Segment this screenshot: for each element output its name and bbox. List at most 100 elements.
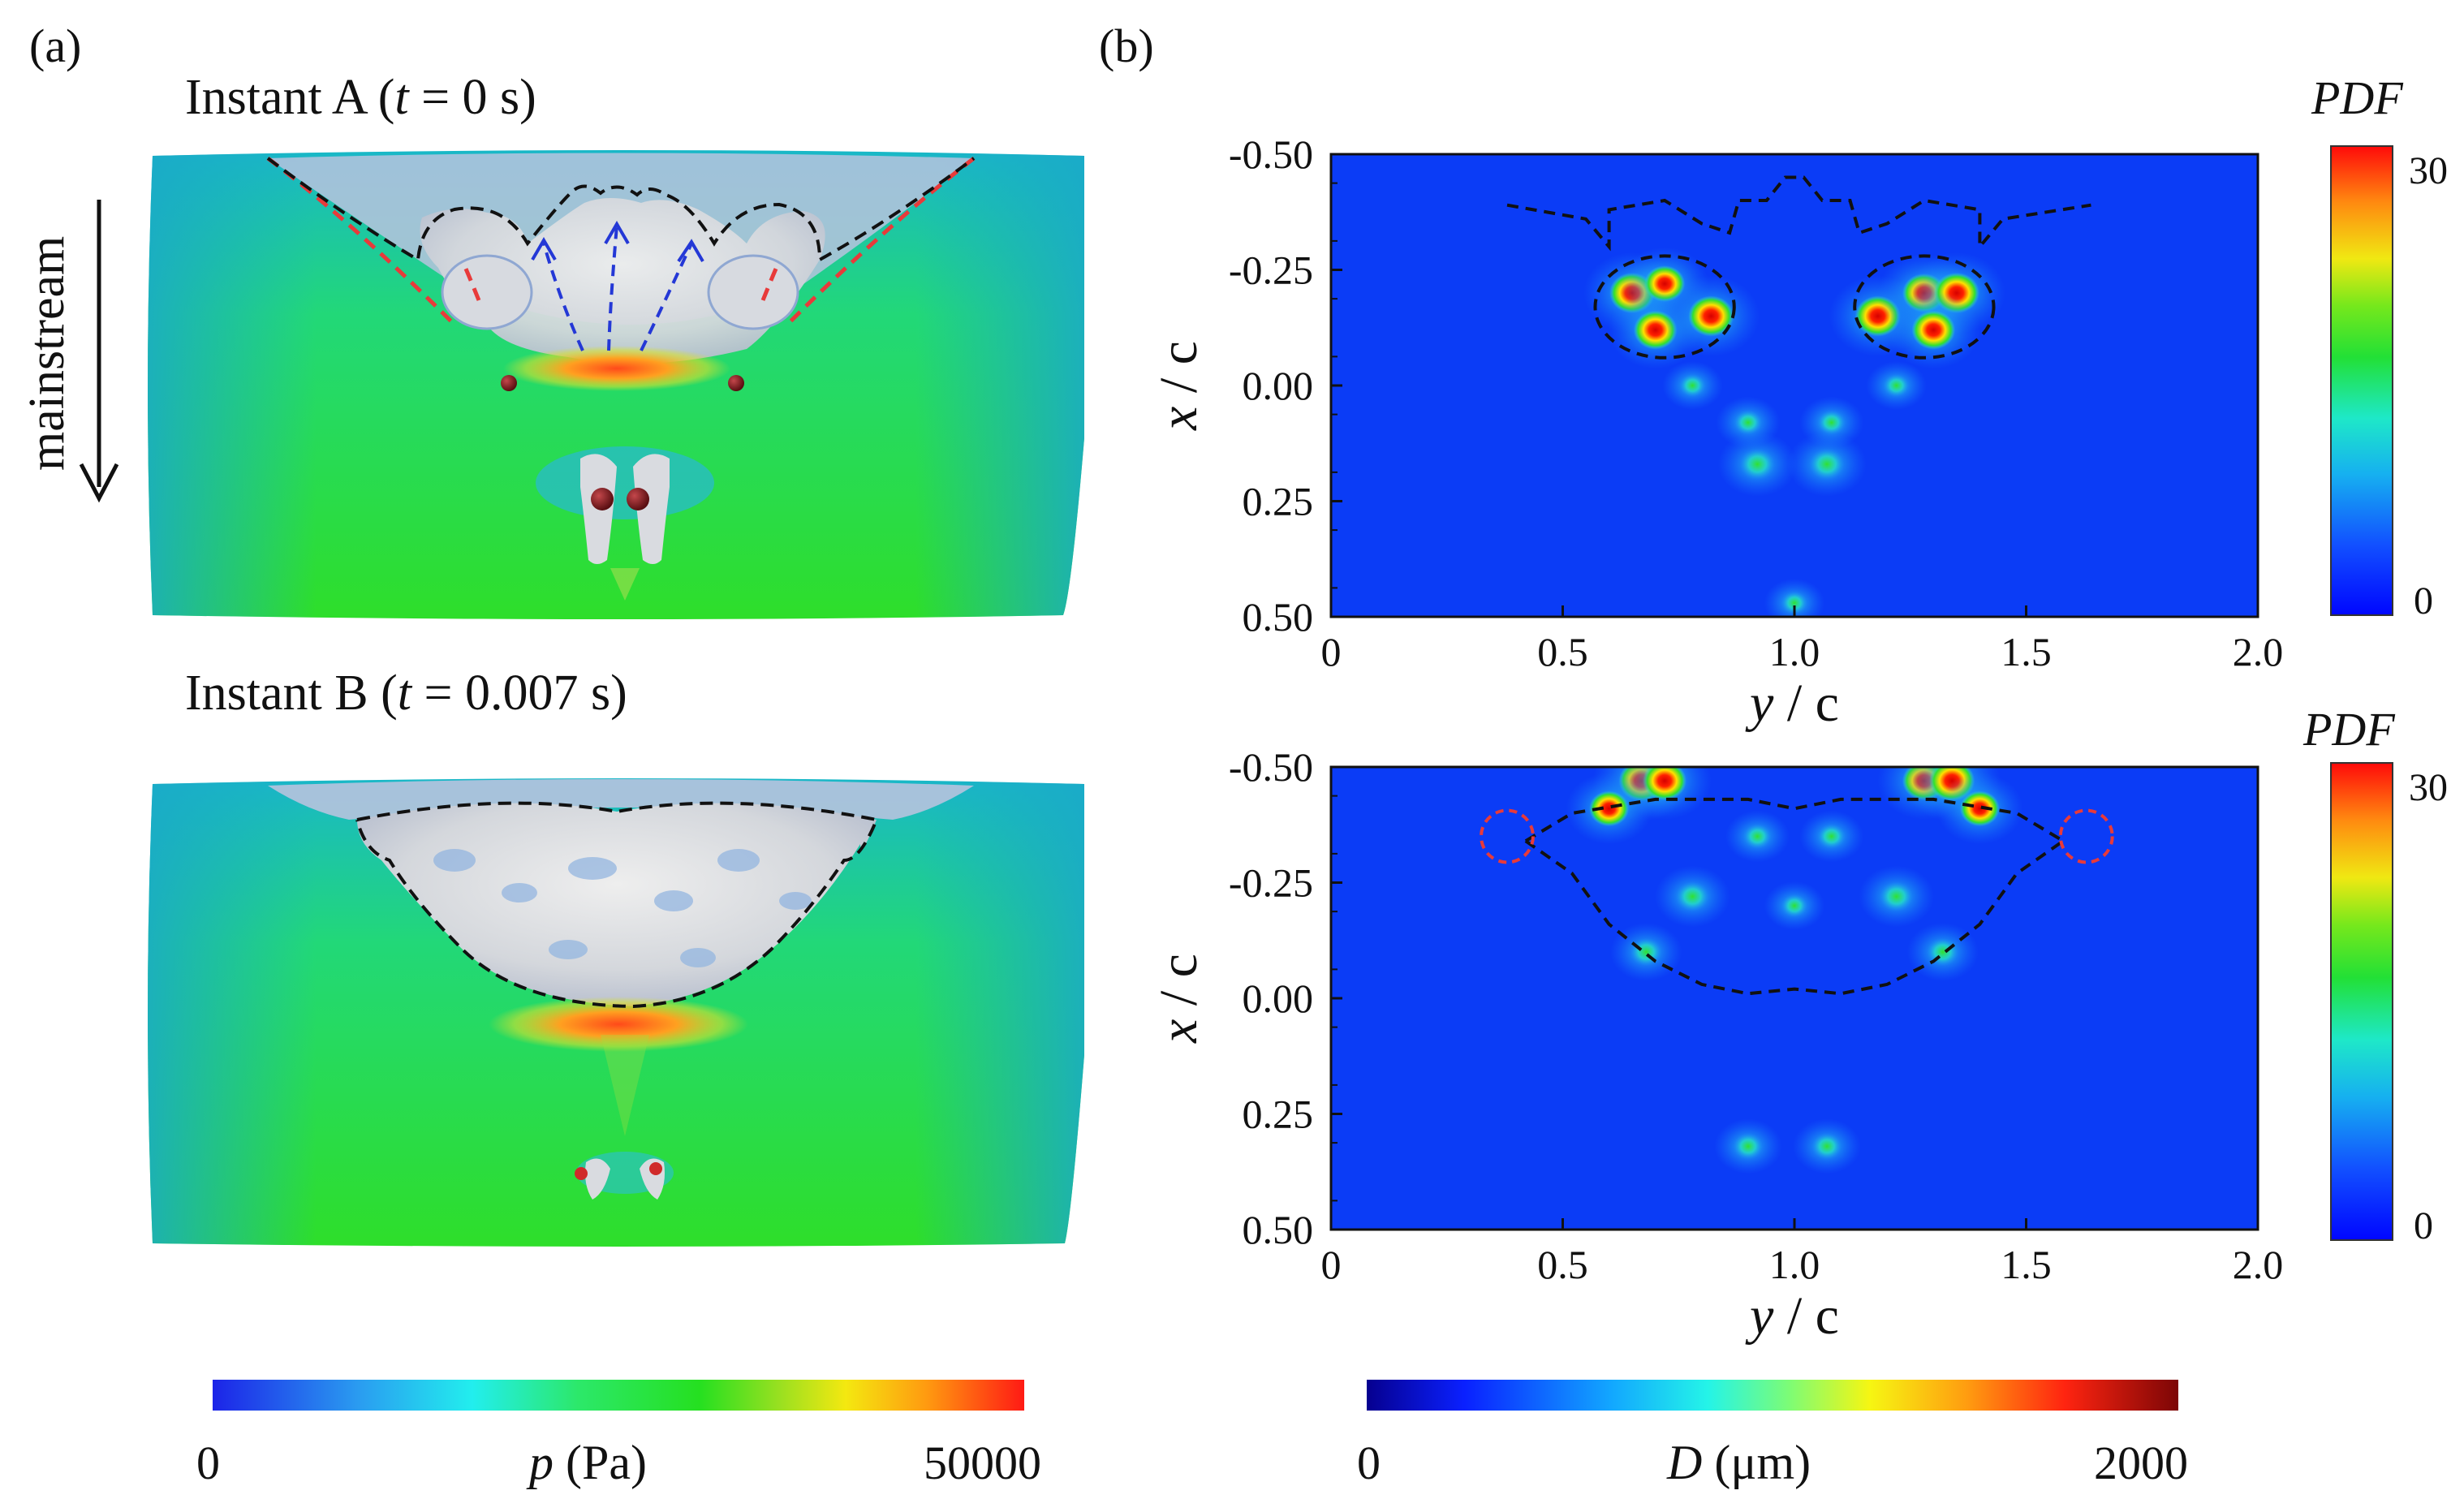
hotspot-11: [1817, 410, 1846, 435]
x-tick-label: 1.0: [1769, 629, 1820, 674]
x-tick-label: 1.5: [2001, 1242, 2052, 1287]
particle-wake-right-a: [627, 488, 649, 510]
cavity-outline-b: [355, 801, 879, 1009]
heatmap-top-vortex-left-outline: [1593, 254, 1736, 360]
re-entrant-jet-arrows-blue: [542, 225, 693, 351]
hotspot-7: [1911, 310, 1956, 350]
hotspot-3: [1688, 295, 1734, 337]
y-tick-label: 0.50: [1243, 1207, 1314, 1252]
mainstream-label: mainstream: [19, 236, 75, 471]
hotspot-12: [1781, 591, 1807, 615]
panel-a: (a) Instant A (t = 0 s) mainstream: [19, 19, 1084, 1489]
hotspot-10: [1743, 824, 1772, 849]
high-pressure-band-b: [489, 997, 748, 1052]
pressure-colorbar-min: 0: [196, 1437, 220, 1489]
pressure-colorbar: 0 50000 p (Pa): [196, 1380, 1041, 1489]
diameter-colorbar: 0 2000 D (μm): [1357, 1380, 2188, 1489]
pressure-colorbar-max: 50000: [924, 1437, 1041, 1489]
y-tick-label: -0.50: [1229, 744, 1313, 790]
y-axis-label: x / c: [1149, 954, 1208, 1044]
particle-wake-left-a: [591, 488, 614, 510]
instant-a-title: Instant A (t = 0 s): [185, 70, 536, 125]
instant-a-field: [148, 150, 1084, 619]
wake-blob-a: [536, 446, 714, 519]
heatmap-bottom-hotspots: [1566, 767, 2023, 1174]
diameter-colorbar-label: D (μm): [1666, 1436, 1811, 1489]
panel-b: (b) 0 0.5 1.0 1.5 2.0-0.50-0.250.000.250.50y…: [1099, 19, 2448, 1489]
mainstream-arrow-icon: [79, 200, 119, 503]
hotspot-14: [1781, 894, 1807, 918]
particle-right-a: [728, 375, 744, 391]
heatmap-top-background: [1331, 154, 2258, 617]
vapor-texture-b: [433, 849, 812, 967]
diameter-colorbar-min: 0: [1357, 1437, 1381, 1489]
hotspot-13: [1679, 373, 1706, 398]
x-tick-label: 2.0: [2233, 629, 2284, 674]
diameter-colorbar-max: 2000: [2094, 1437, 2188, 1489]
hotspot-1: [1643, 767, 1686, 801]
y-tick-label: -0.25: [1229, 248, 1313, 293]
heatmap-bottom-red-circle-right: [2058, 808, 2114, 864]
instant-b-title: Instant B (t = 0.007 s): [185, 666, 627, 721]
particle-left-a: [501, 375, 517, 391]
pdf-colorbar-top-min: 0: [2414, 579, 2433, 622]
heatmap-top-axes: 0 0.5 1.0 1.5 2.0 -0.50 -0.25 0.00 0.25 0.50 y / c…: [1149, 131, 2283, 733]
heatmap-bottom-cavity-outline: [1524, 797, 2066, 996]
heatmap-bottom-red-circle-left: [1479, 808, 1535, 864]
heatmap-top-vortex-right-outline: [1853, 254, 1996, 360]
pdf-colorbar-bottom-label: PDF: [2302, 703, 2395, 756]
hotspot-9: [1808, 448, 1845, 480]
y-tick-label: -0.50: [1229, 131, 1313, 177]
x-tick-label: 0.5: [1537, 629, 1588, 674]
pdf-colorbar-bottom-min: 0: [2414, 1204, 2433, 1247]
x-tick-label: 1.0: [1769, 1242, 1820, 1287]
high-pressure-band-a: [503, 346, 730, 391]
x-axis-label: y / c: [1745, 674, 1839, 733]
heatmap-top-cavity-outline: [1506, 175, 2091, 252]
pdf-colorbar-bottom: PDF 30 0: [2302, 703, 2448, 1247]
vortex-left-a: [441, 254, 533, 330]
pdf-colorbar-top: PDF 30 0: [2311, 71, 2448, 622]
heatmap-bottom: 0 0.5 1.0 1.5 2.0 -0.50 -0.25 0.00 0.25 0.50 y / c…: [1149, 744, 2283, 1346]
x-tick-label: 2.0: [2233, 1242, 2284, 1287]
hotspot-7: [1879, 881, 1914, 912]
panel-a-label: (a): [29, 19, 81, 72]
x-tick-label: 0: [1321, 629, 1342, 674]
x-tick-label: 0: [1321, 1242, 1342, 1287]
vapor-structure-a: [420, 198, 825, 364]
heatmap-top: 0 0.5 1.0 1.5 2.0 -0.50 -0.25 0.00 0.25 0.50 y / c…: [1149, 131, 2283, 733]
wake-vortex-right-a: [633, 454, 670, 564]
heatmap-bottom-axes: 0 0.5 1.0 1.5 2.0 -0.50 -0.25 0.00 0.25 0.50 y / c…: [1149, 744, 2283, 1346]
cavity-outline-a: [266, 157, 976, 263]
hotspot-13: [1811, 1132, 1842, 1160]
pdf-colorbar-top-label: PDF: [2311, 71, 2403, 124]
x-tick-label: 1.5: [2001, 629, 2052, 674]
pdf-colorbar-top-max: 30: [2409, 149, 2448, 192]
pdf-colorbar-bottom-max: 30: [2409, 766, 2448, 809]
vortex-right-a: [707, 254, 799, 330]
panel-b-label: (b): [1099, 19, 1154, 72]
y-tick-label: 0.50: [1243, 594, 1314, 640]
wake-structure-b: [575, 1152, 674, 1200]
hotspot-8: [1739, 448, 1776, 480]
heatmap-top-hotspots: [1583, 247, 2005, 617]
x-axis-label: y / c: [1745, 1286, 1839, 1346]
hotspot-14: [1883, 373, 1910, 398]
hotspot-10: [1734, 410, 1763, 435]
hotspot-8: [1630, 937, 1662, 967]
instant-b-field: [148, 778, 1084, 1247]
y-tick-label: -0.25: [1229, 860, 1313, 906]
pressure-colorbar-label: p (Pa): [526, 1436, 647, 1489]
y-tick-label: 0.00: [1243, 976, 1314, 1021]
hotspot-12: [1733, 1132, 1764, 1160]
hotspot-4: [1589, 790, 1629, 827]
hotspot-5: [1960, 790, 2000, 827]
y-tick-label: 0.00: [1243, 363, 1314, 408]
y-axis-label: x / c: [1149, 341, 1208, 431]
hotspot-6: [1675, 881, 1710, 912]
hotspot-11: [1817, 824, 1846, 849]
heatmap-bottom-background: [1331, 767, 2258, 1230]
y-tick-label: 0.25: [1243, 1092, 1314, 1137]
x-tick-label: 0.5: [1537, 1242, 1588, 1287]
y-tick-label: 0.25: [1243, 479, 1314, 524]
